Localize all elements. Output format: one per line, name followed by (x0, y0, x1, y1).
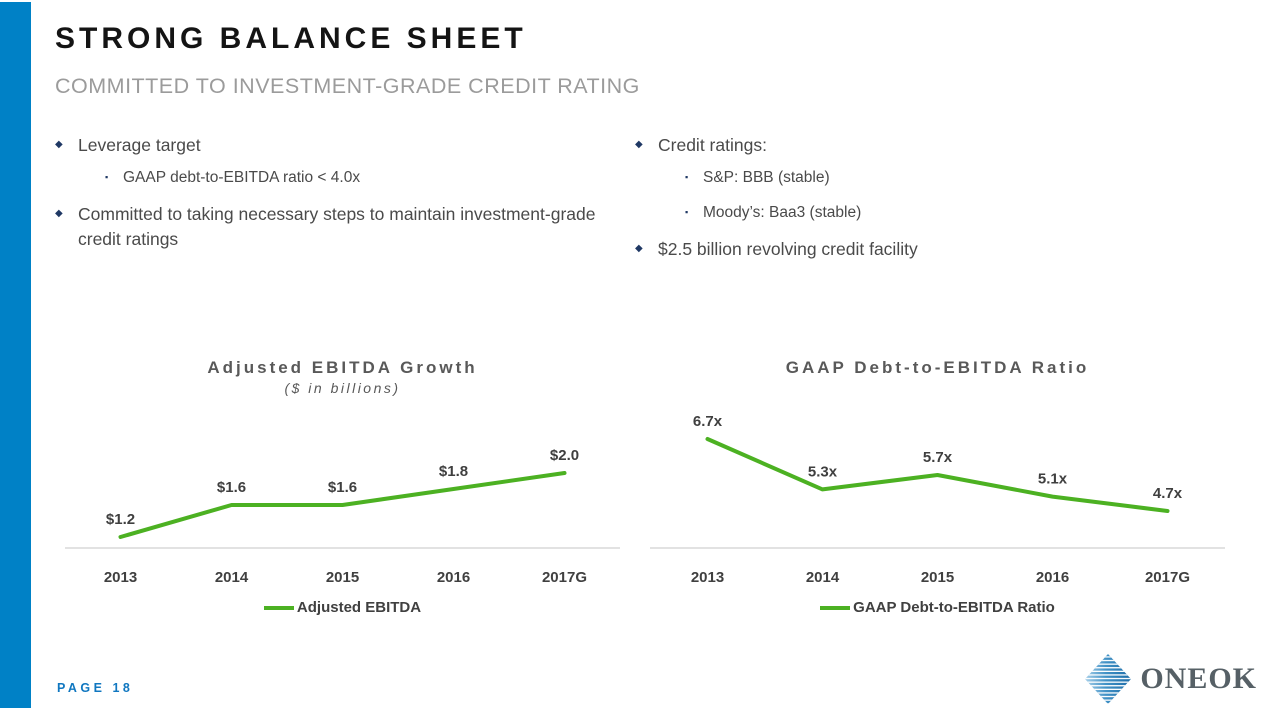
bullet-item: ◆ Leverage target (55, 133, 605, 158)
chart-header: Adjusted EBITDA Growth ($ in billions) (65, 358, 620, 405)
data-point-label: $1.6 (217, 479, 246, 496)
diamond-bullet-icon: ◆ (55, 208, 63, 220)
series-line (118, 471, 567, 539)
chart-subtitle: ($ in billions) (284, 380, 401, 396)
bullet-item: ◆ Credit ratings: (635, 133, 1235, 158)
bullet-text: Credit ratings: (658, 135, 767, 155)
x-axis-tick-label: 2013 (104, 569, 137, 586)
data-point-label: $1.2 (106, 511, 135, 528)
x-axis-tick-label: 2017G (1145, 569, 1190, 586)
legend-line-icon (820, 605, 851, 610)
oneok-diamond-icon (1085, 654, 1132, 704)
bullet-subitem: ▪ Moody’s: Baa3 (stable) (685, 202, 1235, 224)
x-axis-tick-label: 2015 (921, 569, 954, 586)
bullet-text: GAAP debt-to-EBITDA ratio < 4.0x (123, 169, 361, 187)
oneok-wordmark: ONEOK (1140, 662, 1257, 695)
bullet-text: Moody’s: Baa3 (stable) (703, 204, 862, 222)
bullet-text: Leverage target (78, 135, 201, 155)
chart-canvas: $1.2 $1.6 $1.6 $1.8 $2.0 2013 2014 2015 2016 2017… (65, 447, 620, 586)
x-axis-tick-label: 2014 (806, 569, 840, 586)
data-point-label: 5.3x (808, 463, 838, 480)
bullet-item: ◆ $2.5 billion revolving credit facility (635, 237, 1235, 262)
chart-canvas: 6.7x 5.3x 5.7x 5.1x 4.7x 2013 2014 2015 2016 2017… (650, 413, 1225, 586)
bullet-text: S&P: BBB (stable) (703, 169, 830, 187)
chart-gaap-debt-to-ebitda-ratio: GAAP Debt-to-EBITDA Ratio 6.7x 5.3x 5.7x 5.… (650, 358, 1225, 616)
square-bullet-icon: ▪ (685, 172, 689, 183)
page-number: PAGE 18 (57, 681, 134, 695)
chart-header: GAAP Debt-to-EBITDA Ratio (650, 358, 1225, 405)
page-title: STRONG BALANCE SHEET (55, 22, 527, 55)
data-point-label: $1.6 (328, 479, 357, 496)
chart-title: GAAP Debt-to-EBITDA Ratio (785, 358, 1090, 377)
oneok-logo: ONEOK (1085, 654, 1257, 704)
diamond-bullet-icon: ◆ (635, 242, 643, 254)
bullet-subitem: ▪ S&P: BBB (stable) (685, 167, 1235, 189)
chart-adjusted-ebitda-growth: Adjusted EBITDA Growth ($ in billions) $… (65, 358, 620, 616)
bullet-text: $2.5 billion revolving credit facility (658, 238, 918, 259)
data-point-label: 5.7x (923, 449, 953, 466)
bullet-text: Committed to taking necessary steps to m… (78, 204, 596, 250)
x-axis-tick-label: 2016 (1036, 569, 1069, 586)
legend-label: Adjusted EBITDA (296, 599, 422, 616)
data-point-label: 5.1x (1038, 471, 1068, 488)
square-bullet-icon: ▪ (105, 172, 109, 183)
data-point-label: 6.7x (693, 413, 723, 430)
data-point-label: $1.8 (439, 463, 468, 480)
x-axis-tick-label: 2016 (437, 569, 470, 586)
legend-label: GAAP Debt-to-EBITDA Ratio (853, 599, 1055, 616)
data-point-label: 4.7x (1153, 485, 1183, 502)
page-subtitle: COMMITTED TO INVESTMENT-GRADE CREDIT RAT… (55, 74, 640, 98)
data-point-label: $2.0 (550, 447, 579, 464)
left-accent-bar (0, 2, 31, 708)
bullet-item: ◆ Committed to taking necessary steps to… (55, 202, 605, 253)
chart-title: Adjusted EBITDA Growth (207, 358, 478, 377)
series-line (705, 437, 1170, 513)
diamond-bullet-icon: ◆ (635, 139, 643, 150)
bullet-subitem: ▪ GAAP debt-to-EBITDA ratio < 4.0x (105, 167, 605, 189)
bullet-list-right: ◆ Credit ratings: ▪ S&P: BBB (stable) ▪ … (635, 133, 1235, 271)
diamond-bullet-icon: ◆ (55, 139, 63, 150)
x-axis-tick-label: 2014 (215, 569, 249, 586)
square-bullet-icon: ▪ (685, 207, 689, 218)
x-axis-tick-label: 2017G (542, 569, 587, 586)
x-axis-tick-label: 2013 (691, 569, 724, 586)
chart-legend: Adjusted EBITDA (65, 599, 620, 616)
chart-legend: GAAP Debt-to-EBITDA Ratio (650, 599, 1225, 616)
legend-line-icon (263, 605, 294, 610)
bullet-list-left: ◆ Leverage target ▪ GAAP debt-to-EBITDA … (55, 133, 605, 262)
x-axis-tick-label: 2015 (326, 569, 359, 586)
